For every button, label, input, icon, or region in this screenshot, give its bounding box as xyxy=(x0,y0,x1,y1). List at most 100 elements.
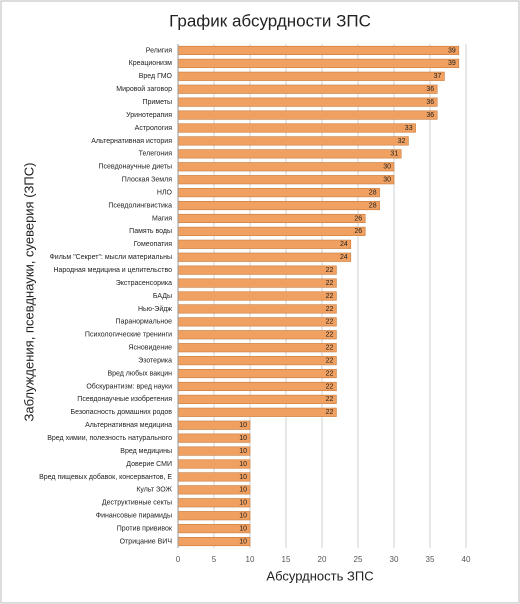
bar xyxy=(177,304,337,314)
x-tick-label: 15 xyxy=(282,555,291,564)
value-label: 39 xyxy=(448,47,456,54)
value-label: 10 xyxy=(239,474,247,481)
value-label: 30 xyxy=(383,164,391,171)
value-label: 10 xyxy=(239,435,247,442)
value-label: 39 xyxy=(448,60,456,67)
y-tick-label: Память воды xyxy=(129,228,172,235)
x-tick-label: 0 xyxy=(176,555,181,564)
x-tick-label: 20 xyxy=(318,555,327,564)
bar xyxy=(177,407,337,417)
bar xyxy=(177,356,337,366)
y-tick-label: Вред медицины xyxy=(120,448,172,455)
y-tick-label: Псевдонаучные изобретения xyxy=(77,395,172,403)
bar xyxy=(177,71,445,81)
bar xyxy=(177,252,352,262)
value-label: 10 xyxy=(239,500,247,507)
y-tick-label: Вред химии, полезность натурального xyxy=(47,435,172,442)
y-tick-label: Религия xyxy=(146,47,172,54)
x-tick-label: 5 xyxy=(212,555,217,564)
value-label: 22 xyxy=(326,319,334,326)
x-tick-label: 25 xyxy=(354,555,363,564)
y-tick-label: Магия xyxy=(152,215,172,222)
y-tick-label: Псевдолингвистика xyxy=(108,202,172,209)
y-tick-label: Телегония xyxy=(139,151,173,158)
bar xyxy=(177,136,409,146)
y-tick-label: БАДы xyxy=(153,293,172,300)
bar xyxy=(177,343,337,353)
value-label: 22 xyxy=(326,409,334,416)
y-tick-label: Психологические тренинги xyxy=(85,332,172,339)
value-label: 28 xyxy=(369,189,377,196)
y-tick-label: Уринотерапия xyxy=(126,112,172,119)
y-tick-label: Приметы xyxy=(142,99,172,106)
y-tick-label: Фильм "Секрет": мысли материальны xyxy=(49,254,172,261)
bar xyxy=(177,213,366,224)
y-tick-label: Гомеопатия xyxy=(134,241,172,248)
y-tick-label: Псевдонаучные диеты xyxy=(99,164,173,171)
value-label: 22 xyxy=(326,357,334,364)
value-label: 36 xyxy=(426,99,434,106)
y-tick-label: Плоская Земля xyxy=(122,177,172,184)
value-label: 22 xyxy=(326,345,334,352)
value-label: 10 xyxy=(239,487,247,494)
x-tick-label: 35 xyxy=(426,555,435,564)
y-tick-label: Астрология xyxy=(135,125,173,132)
y-tick-label: Вред пищевых добавок, консервантов, Е xyxy=(39,473,172,481)
value-label: 26 xyxy=(354,228,362,235)
y-tick-label: Мировой заговор xyxy=(116,85,172,93)
y-tick-label: НЛО xyxy=(157,189,173,196)
y-tick-label: Вред ГМО xyxy=(139,73,173,80)
y-tick-label: Финансовые пирамиды xyxy=(96,513,172,520)
y-tick-label: Обскурантизм: вред науки xyxy=(86,382,172,390)
bar xyxy=(177,188,380,198)
value-label: 10 xyxy=(239,448,247,455)
bar xyxy=(177,200,380,211)
value-label: 24 xyxy=(340,254,348,261)
y-tick-label: Безопасность домашних родов xyxy=(71,409,173,416)
y-tick-label: Паранормальное xyxy=(116,319,173,326)
value-label: 22 xyxy=(326,396,334,403)
value-label: 22 xyxy=(326,280,334,287)
y-tick-label: Отрицание ВИЧ xyxy=(120,538,173,545)
value-label: 22 xyxy=(326,370,334,377)
value-label: 30 xyxy=(383,177,391,184)
y-tick-label: Эзотерика xyxy=(138,357,172,364)
y-axis-label: Заблуждения, псевднауки, суеверия (ЗПС) xyxy=(21,163,36,422)
bar xyxy=(177,110,438,120)
value-label: 37 xyxy=(434,73,442,80)
y-tick-label: Нью-Эйдж xyxy=(138,305,172,313)
y-tick-label: Доверие СМИ xyxy=(126,461,172,468)
y-tick-label: Экстрасенсорика xyxy=(116,280,172,287)
value-label: 10 xyxy=(239,513,247,520)
y-tick-label: Альтернативная история xyxy=(91,138,172,145)
bar xyxy=(177,381,337,392)
x-tick-label: 10 xyxy=(246,555,255,564)
value-label: 33 xyxy=(405,125,413,132)
bar xyxy=(177,368,337,379)
bar xyxy=(177,175,395,185)
bar xyxy=(177,278,337,288)
bar xyxy=(177,58,460,68)
value-label: 28 xyxy=(369,202,377,209)
bar xyxy=(177,330,337,340)
y-tick-label: Против прививок xyxy=(117,525,173,532)
bar xyxy=(177,394,337,404)
value-label: 10 xyxy=(239,461,247,468)
value-label: 22 xyxy=(326,332,334,339)
y-tick-label: Альтернативная медицина xyxy=(85,422,172,429)
y-tick-label: Вред любых вакцин xyxy=(107,369,172,377)
value-label: 31 xyxy=(390,151,398,158)
y-tick-label: Народная медицина и целительство xyxy=(53,267,172,274)
value-label: 22 xyxy=(326,383,334,390)
value-label: 32 xyxy=(398,138,406,145)
bar xyxy=(177,162,395,172)
value-label: 10 xyxy=(239,422,247,429)
bar xyxy=(177,291,337,301)
value-label: 22 xyxy=(326,306,334,313)
bar xyxy=(177,84,438,94)
x-axis-label: Абсурдность ЗПС xyxy=(266,568,373,583)
x-tick-label: 30 xyxy=(390,555,399,564)
y-tick-label: Культ ЗОЖ xyxy=(136,487,172,494)
bar xyxy=(177,239,352,249)
